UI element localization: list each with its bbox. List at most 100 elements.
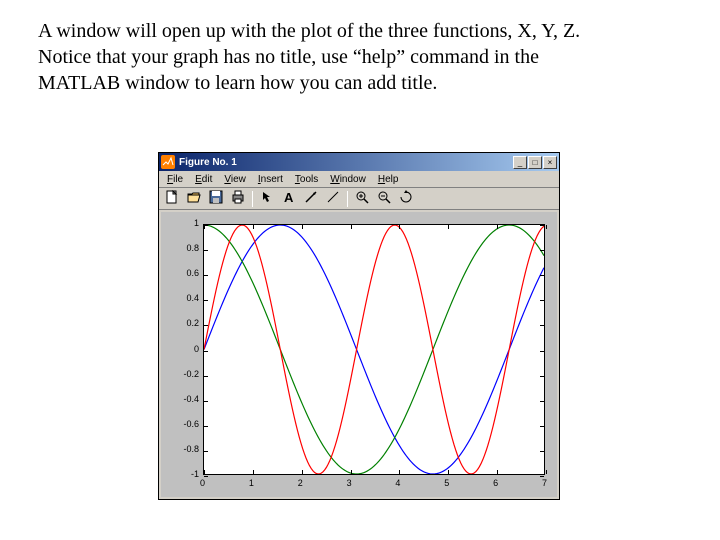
y-tick-mark xyxy=(204,476,208,477)
y-tick-mark xyxy=(540,300,544,301)
line-button[interactable] xyxy=(301,190,321,208)
x-tick-mark xyxy=(253,470,254,474)
menu-edit[interactable]: Edit xyxy=(189,173,218,186)
y-tick-mark xyxy=(204,275,208,276)
y-tick-label: -0.8 xyxy=(183,444,199,454)
edit-icon xyxy=(326,190,340,207)
print-icon xyxy=(231,190,245,207)
menu-help[interactable]: Help xyxy=(372,173,405,186)
series-x xyxy=(204,225,544,474)
x-tick-label: 1 xyxy=(249,478,254,488)
x-tick-mark xyxy=(302,225,303,229)
y-tick-mark xyxy=(540,325,544,326)
x-tick-label: 2 xyxy=(298,478,303,488)
y-tick-mark xyxy=(204,300,208,301)
instruction-text: A window will open up with the plot of t… xyxy=(38,18,688,96)
x-tick-mark xyxy=(351,225,352,229)
y-tick-label: 1 xyxy=(194,218,199,228)
menu-window[interactable]: Window xyxy=(324,173,372,186)
x-tick-mark xyxy=(546,470,547,474)
x-tick-mark xyxy=(399,470,400,474)
y-tick-label: 0.8 xyxy=(186,243,199,253)
y-tick-mark xyxy=(540,476,544,477)
y-tick-label: -0.2 xyxy=(183,369,199,379)
y-tick-label: -0.4 xyxy=(183,394,199,404)
y-tick-mark xyxy=(204,351,208,352)
rotate-button[interactable] xyxy=(396,190,416,208)
line-icon xyxy=(304,190,318,207)
x-tick-label: 5 xyxy=(444,478,449,488)
y-tick-mark xyxy=(540,451,544,452)
arrow-button[interactable] xyxy=(257,190,277,208)
x-tick-mark xyxy=(399,225,400,229)
close-button[interactable]: × xyxy=(543,156,557,169)
x-tick-mark xyxy=(448,470,449,474)
x-tick-label: 7 xyxy=(542,478,547,488)
rotate-icon xyxy=(399,190,413,207)
y-tick-mark xyxy=(204,325,208,326)
y-tick-mark xyxy=(540,225,544,226)
y-tick-mark xyxy=(540,275,544,276)
svg-text:A: A xyxy=(284,190,294,204)
arrow-icon xyxy=(260,190,274,207)
text-icon: A xyxy=(282,190,296,207)
x-tick-label: 6 xyxy=(493,478,498,488)
titlebar: Figure No. 1 _ □ × xyxy=(159,153,559,171)
save-button[interactable] xyxy=(206,190,226,208)
menu-insert[interactable]: Insert xyxy=(252,173,289,186)
y-tick-mark xyxy=(204,451,208,452)
edit-button[interactable] xyxy=(323,190,343,208)
window-title: Figure No. 1 xyxy=(179,157,513,168)
maximize-button[interactable]: □ xyxy=(528,156,542,169)
new-icon xyxy=(165,190,179,207)
y-tick-mark xyxy=(204,426,208,427)
x-tick-mark xyxy=(204,225,205,229)
open-icon xyxy=(187,190,201,207)
x-tick-mark xyxy=(497,470,498,474)
toolbar: A xyxy=(159,188,559,210)
y-tick-mark xyxy=(204,376,208,377)
plot-area: -1-0.8-0.6-0.4-0.200.20.40.60.8101234567 xyxy=(161,212,557,497)
x-tick-mark xyxy=(302,470,303,474)
menu-view[interactable]: View xyxy=(218,173,252,186)
x-tick-mark xyxy=(204,470,205,474)
series-y xyxy=(204,225,544,474)
caption-line3: MATLAB window to learn how you can add t… xyxy=(38,72,437,94)
y-tick-mark xyxy=(540,426,544,427)
menu-file[interactable]: File xyxy=(161,173,189,186)
zoomin-button[interactable] xyxy=(352,190,372,208)
zoomout-button[interactable] xyxy=(374,190,394,208)
x-tick-mark xyxy=(546,225,547,229)
y-tick-mark xyxy=(540,401,544,402)
caption-line1: A window will open up with the plot of t… xyxy=(38,20,580,42)
x-tick-mark xyxy=(351,470,352,474)
x-tick-label: 3 xyxy=(347,478,352,488)
menu-tools[interactable]: Tools xyxy=(289,173,324,186)
x-tick-mark xyxy=(253,225,254,229)
y-tick-mark xyxy=(204,401,208,402)
y-tick-label: 0.4 xyxy=(186,293,199,303)
y-tick-mark xyxy=(540,376,544,377)
x-tick-label: 4 xyxy=(395,478,400,488)
axes xyxy=(203,224,545,475)
x-tick-mark xyxy=(448,225,449,229)
x-tick-label: 0 xyxy=(200,478,205,488)
y-tick-label: -1 xyxy=(191,469,199,479)
zoomout-icon xyxy=(377,190,391,207)
y-tick-label: 0 xyxy=(194,344,199,354)
open-button[interactable] xyxy=(184,190,204,208)
window-controls: _ □ × xyxy=(513,156,557,169)
toolbar-separator xyxy=(347,191,348,207)
minimize-button[interactable]: _ xyxy=(513,156,527,169)
chart-curves xyxy=(204,225,544,474)
new-button[interactable] xyxy=(162,190,182,208)
matlab-app-icon xyxy=(161,155,175,169)
x-tick-mark xyxy=(497,225,498,229)
text-button[interactable]: A xyxy=(279,190,299,208)
y-tick-mark xyxy=(540,351,544,352)
series-z xyxy=(204,225,544,474)
caption-line2: Notice that your graph has no title, use… xyxy=(38,46,539,68)
toolbar-separator xyxy=(252,191,253,207)
y-tick-label: 0.2 xyxy=(186,318,199,328)
print-button[interactable] xyxy=(228,190,248,208)
